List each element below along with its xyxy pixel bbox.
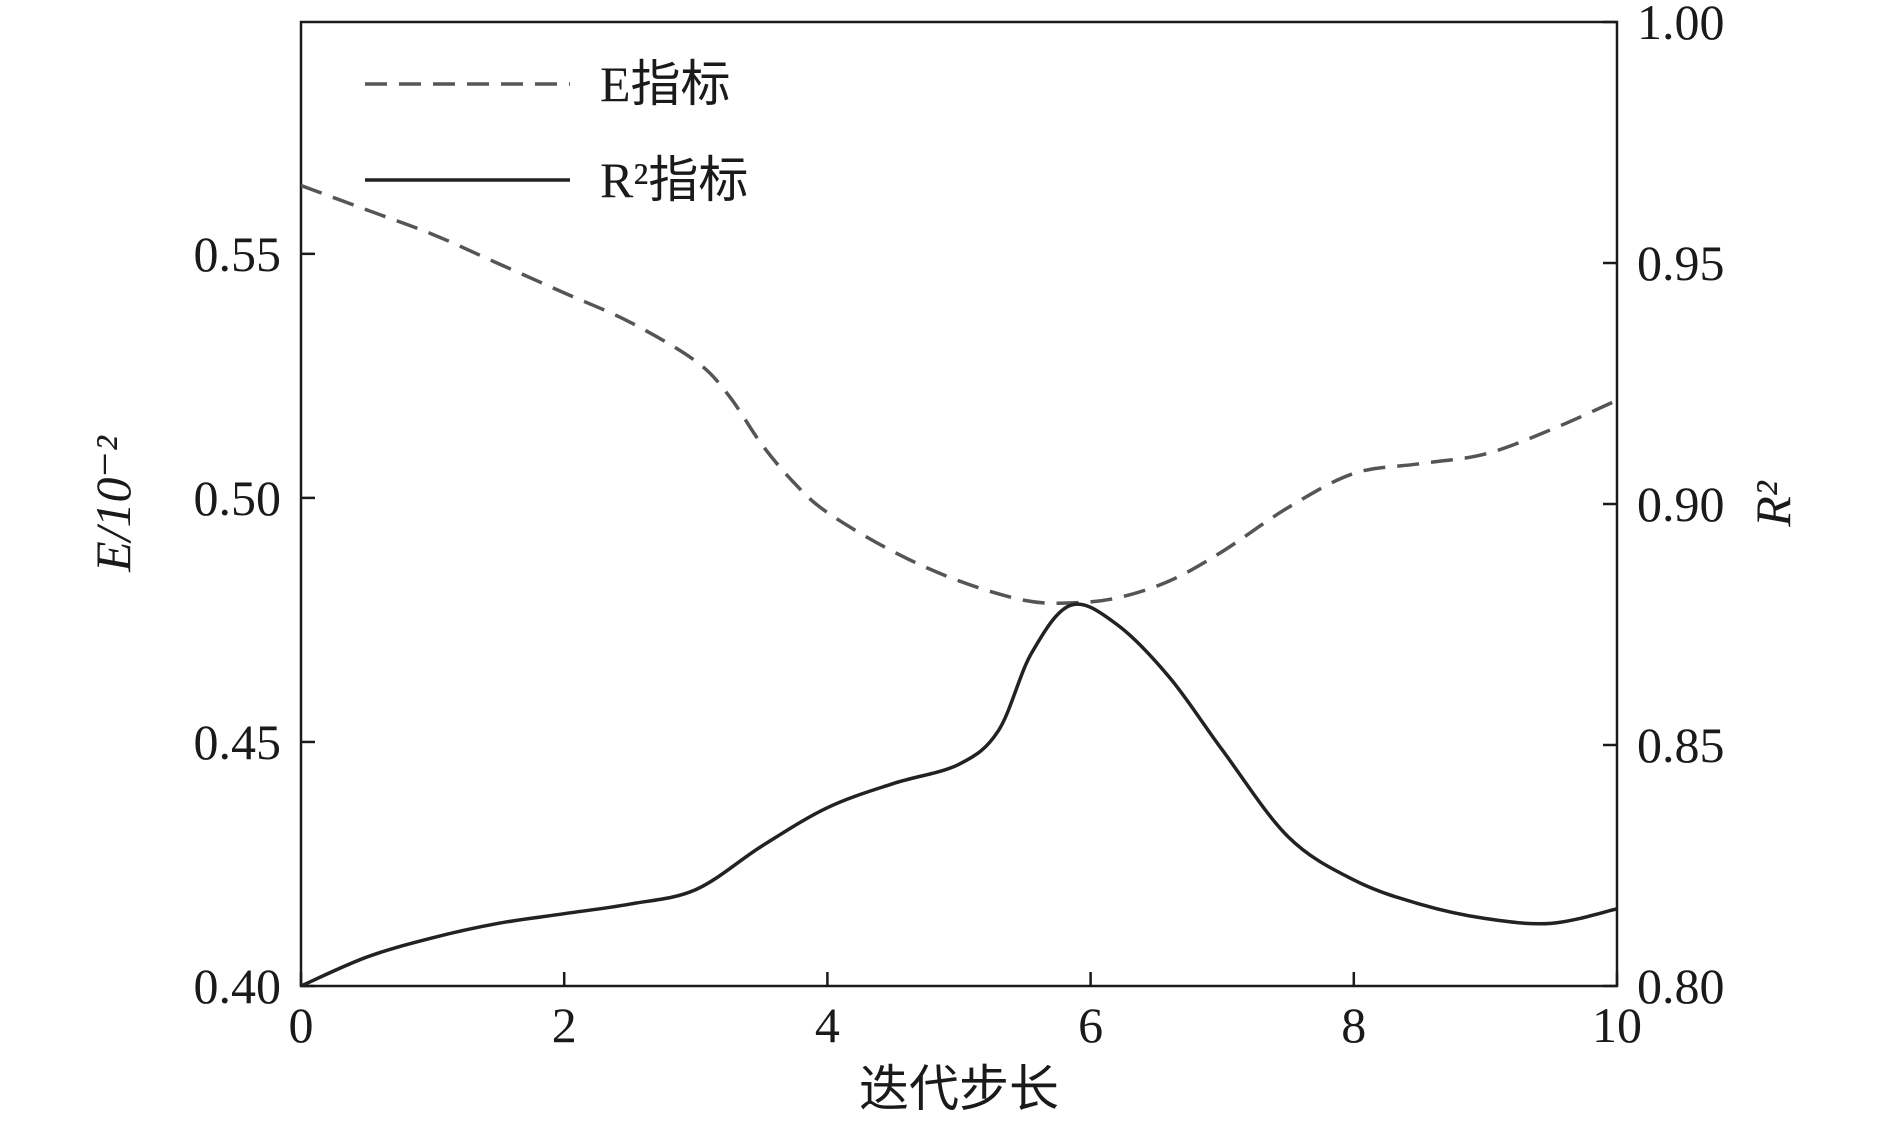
x-tick-label: 0 <box>289 997 314 1053</box>
y-right-tick-label: 0.85 <box>1637 717 1725 773</box>
y-left-axis-title: E/10⁻² <box>85 435 141 573</box>
y-right-tick-label: 0.90 <box>1637 476 1725 532</box>
legend: E指标 R²指标 <box>365 56 748 208</box>
x-tick-label: 10 <box>1592 997 1642 1053</box>
y-right-tick-label: 0.95 <box>1637 235 1725 291</box>
y-left-tick-label: 0.45 <box>194 714 282 770</box>
y-left-tick-label: 0.40 <box>194 958 282 1014</box>
x-axis-title: 迭代步长 <box>859 1061 1059 1117</box>
y-right-axis-title: R² <box>1745 480 1801 528</box>
y-left-tick-label: 0.50 <box>194 470 282 526</box>
r2-series-line <box>301 602 1617 986</box>
x-tick-label: 6 <box>1078 997 1103 1053</box>
plot-frame <box>299 20 1619 988</box>
x-tick-label: 4 <box>815 997 840 1053</box>
y-left-tick-label: 0.55 <box>194 226 282 282</box>
y-right-tick-label: 0.80 <box>1637 958 1725 1014</box>
x-tick-label: 2 <box>552 997 577 1053</box>
legend-r2-label: R²指标 <box>600 152 748 208</box>
plot-area: 0 2 4 6 8 10 0.40 0.45 0.50 0.55 0.80 0.85 0.90 0.95 1… <box>85 0 1801 1117</box>
x-tick-label: 8 <box>1341 997 1366 1053</box>
e-series-line <box>301 183 1617 605</box>
y-right-tick-label: 1.00 <box>1637 0 1725 50</box>
legend-e-label: E指标 <box>600 56 731 112</box>
